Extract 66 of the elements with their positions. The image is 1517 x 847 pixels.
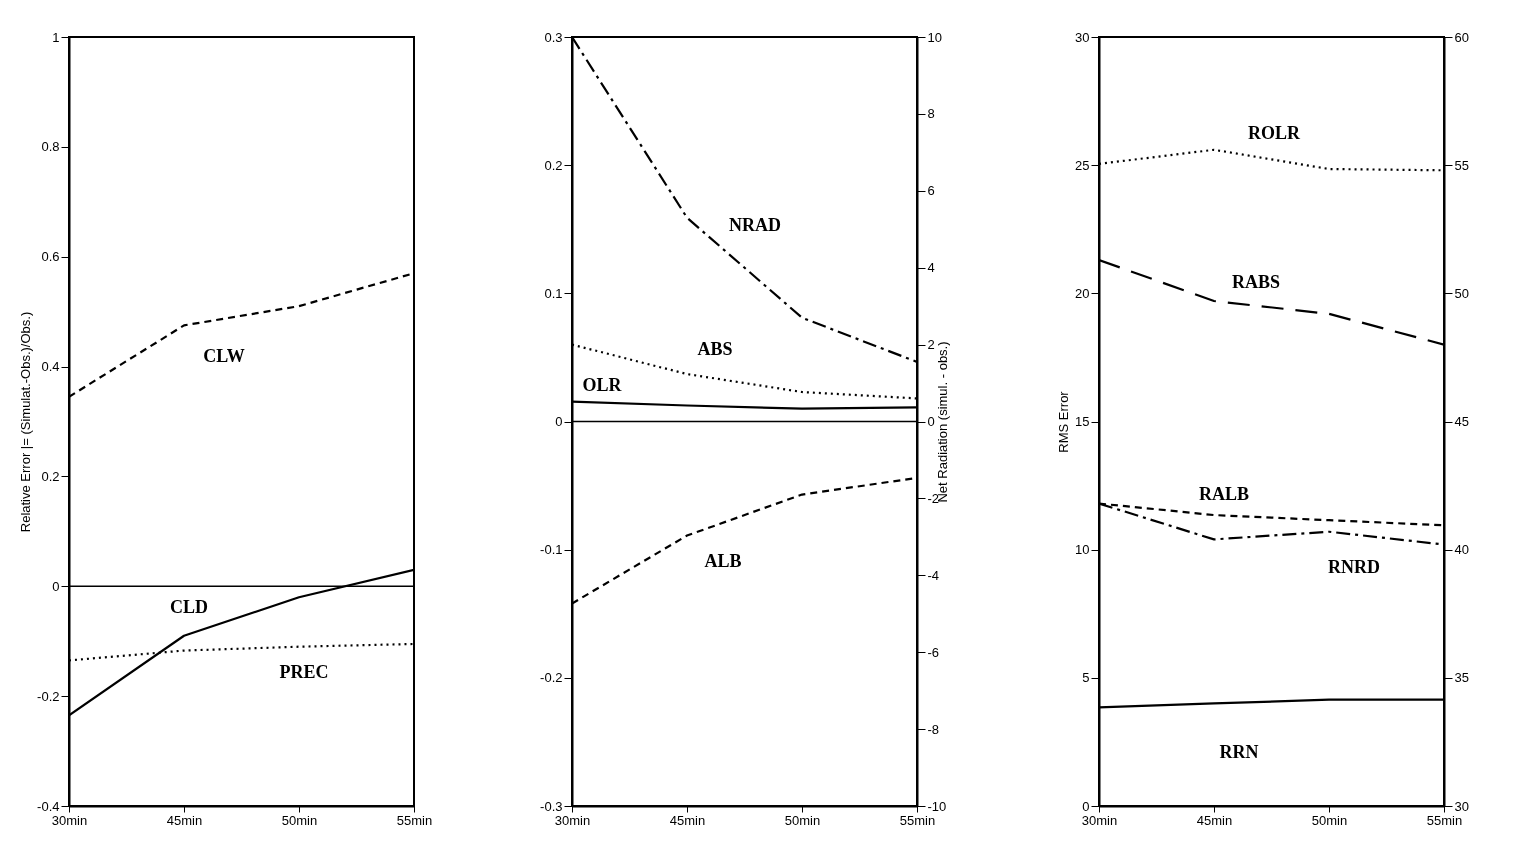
y2-tick-label: 6 [927,183,935,199]
y-tick-label: 0.8 [41,139,60,155]
y-tick-label: 15 [1075,414,1090,429]
x-tick-label: 30min [51,812,88,828]
y-tick-label: 0 [555,414,563,429]
series-label: RNRD [1328,556,1380,577]
series-label: PREC [279,661,329,682]
y-tick-label: -0.4 [37,798,60,814]
y-tick-label: 0.4 [41,359,60,375]
y2-tick-label: 60 [1454,29,1469,45]
y-tick-label: 5 [1082,670,1090,686]
x-tick-label: 55min [396,812,433,828]
x-tick-label: 30min [554,812,591,828]
x-tick-label: 55min [899,812,936,828]
y2-tick-label: 45 [1454,414,1469,429]
y2-tick-label: -6 [927,644,940,660]
series-label: NRAD [729,214,781,235]
y-axis-title: RMS Error [1056,390,1072,453]
y2-tick-label: 35 [1454,670,1469,686]
x-tick-label: 55min [1426,812,1463,828]
x-tick-label: 45min [669,812,706,828]
x-tick-label: 45min [166,812,203,828]
y-tick-label: -0.1 [540,542,563,558]
y2-tick-label: -8 [927,721,940,737]
y2-tick-label: 50 [1454,285,1469,301]
text: RRN [1219,742,1259,763]
y-tick-label: 0.3 [544,29,563,45]
series-label: RABS [1231,272,1281,293]
series-label: ROLR [1247,122,1301,143]
y2-tick-label: 8 [927,106,935,122]
y2-tick-label: 30 [1454,798,1469,814]
series-label: RALB [1198,484,1250,505]
y2-tick-label: -10 [927,798,947,814]
y-tick-label: 0.1 [544,285,563,301]
y-tick-label: 0.6 [41,249,60,265]
y-tick-label: 0 [1082,798,1090,814]
y2-tick-label: -4 [927,567,940,583]
x-tick-label: 50min [784,812,821,828]
series-label: ALB [704,550,742,571]
y-tick-label: 10 [1075,542,1090,558]
y-tick-label: 20 [1075,285,1090,301]
y-tick-label: -0.2 [37,688,60,704]
y-tick-label: 0.2 [41,468,60,484]
y2-tick-label: 40 [1454,542,1469,558]
y-tick-label: 0.2 [544,157,563,173]
y-tick-label: -0.3 [540,798,563,814]
series-label: ABS [697,339,733,360]
series-label: CLW [203,346,245,367]
y2-tick-label: 10 [927,29,942,45]
y-tick-label: 30 [1075,29,1090,45]
y-tick-label: 25 [1075,157,1090,173]
series-label: OLR [582,374,623,395]
x-tick-label: 50min [1311,812,1348,828]
x-tick-label: 30min [1081,812,1118,828]
x-tick-label: 45min [1196,812,1233,828]
y2-tick-label: -2 [927,490,940,506]
y-tick-label: 0 [52,578,60,594]
y2-tick-label: 55 [1454,157,1469,173]
y2-tick-label: 2 [927,337,935,353]
series-label: CLD [169,596,209,617]
y2-tick-label: 4 [927,260,935,276]
y-axis-title: Relative Error |= (Simulat.-Obs.)/Obs.) [18,311,34,533]
y-tick-label: 1 [52,29,60,45]
x-tick-label: 50min [281,812,318,828]
y-tick-label: -0.2 [540,670,563,686]
y2-tick-label: 0 [927,414,935,429]
